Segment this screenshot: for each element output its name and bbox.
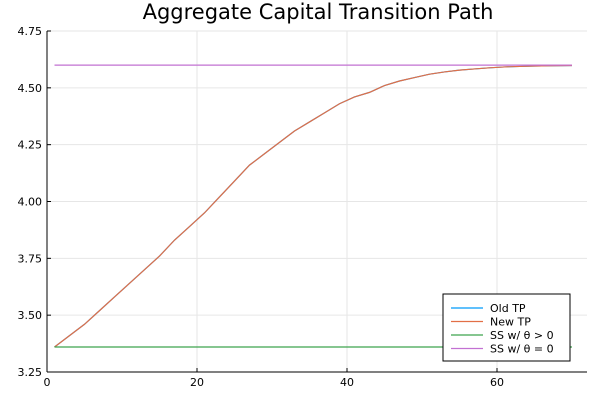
x-tick-label: 0	[44, 376, 51, 389]
legend-label: Old TP	[490, 302, 526, 315]
x-tick-label: 60	[490, 376, 504, 389]
legend-label: New TP	[490, 316, 531, 329]
x-tick-label: 20	[190, 376, 204, 389]
y-tick-label: 4.75	[18, 25, 43, 38]
series-line	[54, 64, 573, 348]
chart-title: Aggregate Capital Transition Path	[143, 0, 494, 24]
y-tick-label: 3.25	[18, 366, 43, 379]
y-tick-label: 3.50	[18, 309, 43, 322]
y-tick-label: 4.00	[18, 196, 43, 209]
legend-label: SS w/ θ = 0	[490, 343, 554, 356]
y-tick-label: 4.50	[18, 82, 43, 95]
axis-layer: 0 20 40 60 3.25 3.50 3.75 4.00 4.25 4.50 4.75	[18, 25, 587, 389]
legend-box	[442, 293, 571, 362]
x-tick-label: 40	[340, 376, 354, 389]
legend-label: SS w/ θ > 0	[490, 329, 554, 342]
y-tick-label: 4.25	[18, 139, 43, 152]
y-tick-label: 3.75	[18, 252, 43, 265]
